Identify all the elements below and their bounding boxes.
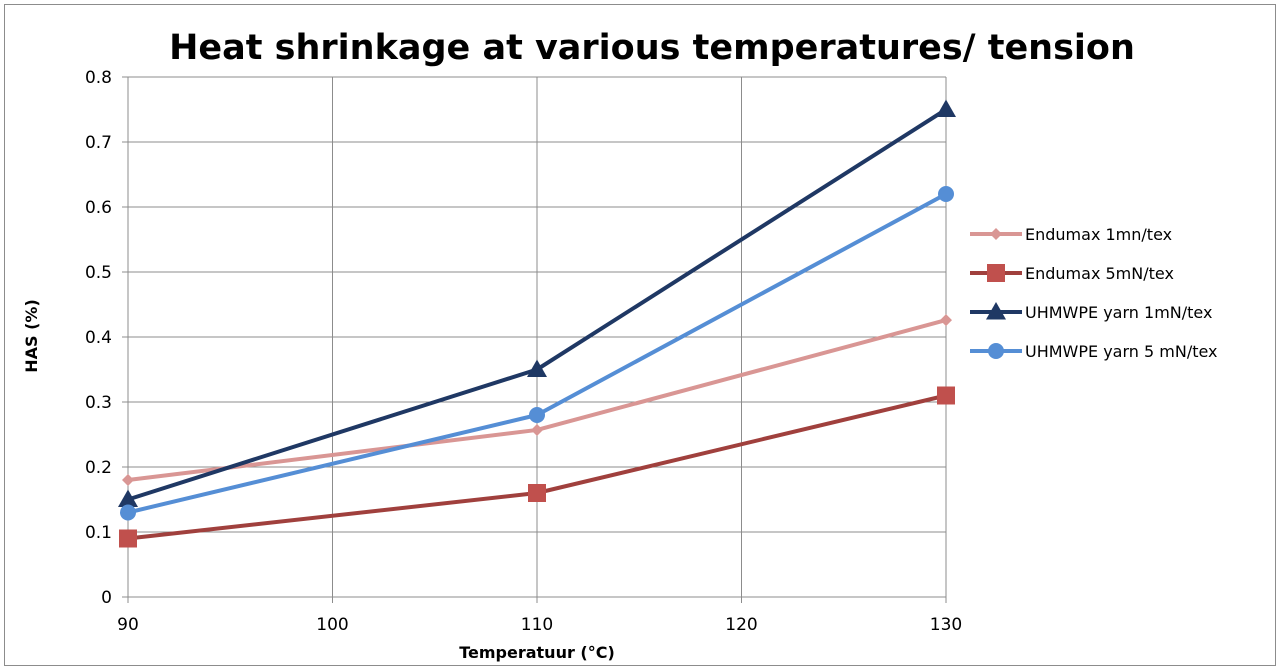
x-tick-label: 90 (117, 615, 139, 635)
legend-item: UHMWPE yarn 5 mN/tex (970, 342, 1218, 361)
data-point (122, 474, 134, 486)
y-tick-label: 0.8 (85, 68, 112, 88)
data-point (937, 386, 955, 405)
data-point (936, 99, 956, 117)
legend-marker (987, 264, 1005, 282)
series-2 (119, 386, 955, 548)
legend-marker (988, 343, 1004, 359)
series-layer (118, 99, 956, 548)
tick-labels: 0 0.1 0.2 0.3 0.4 0.5 0.6 0.7 0.8 90 100 110 120 130 (85, 68, 962, 635)
data-point (120, 504, 136, 521)
chart-title: Heat shrinkage at various temperatures/ … (169, 28, 1135, 68)
series-3 (118, 99, 956, 507)
y-tick-label: 0.3 (85, 393, 112, 413)
legend-label: Endumax 5mN/tex (1025, 264, 1174, 283)
legend: Endumax 1mn/tex Endumax 5mN/tex UHMWPE yar… (970, 225, 1218, 361)
y-tick-label: 0.2 (85, 458, 112, 478)
y-tick-label: 0 (101, 588, 112, 608)
data-point (940, 314, 952, 327)
legend-label: Endumax 1mn/tex (1025, 225, 1172, 244)
y-tick-label: 0.5 (85, 263, 112, 283)
x-tick-label: 110 (521, 615, 553, 635)
series-1 (122, 314, 952, 486)
data-point (529, 407, 545, 423)
series-4 (120, 186, 954, 521)
y-axis-label: HAS (%) (22, 299, 41, 373)
y-tick-label: 0.4 (85, 328, 112, 348)
legend-label: UHMWPE yarn 1mN/tex (1025, 303, 1212, 322)
data-point (119, 529, 137, 548)
data-point (938, 186, 954, 202)
legend-item: Endumax 1mn/tex (970, 225, 1172, 244)
x-tick-label: 100 (316, 615, 348, 635)
x-axis-label: Temperatuur (°C) (459, 643, 615, 662)
legend-item: Endumax 5mN/tex (970, 264, 1174, 283)
data-point (528, 484, 546, 502)
data-point (118, 489, 138, 507)
y-tick-label: 0.7 (85, 133, 112, 153)
x-tick-label: 120 (725, 615, 757, 635)
legend-marker (990, 228, 1002, 240)
data-point (527, 359, 547, 377)
y-tick-label: 0.6 (85, 198, 112, 218)
legend-marker (986, 302, 1006, 320)
data-point (531, 423, 543, 436)
chart-frame (4, 4, 1276, 666)
legend-item: UHMWPE yarn 1mN/tex (970, 302, 1212, 322)
y-tick-label: 0.1 (85, 523, 112, 543)
legend-label: UHMWPE yarn 5 mN/tex (1025, 342, 1218, 361)
x-tick-label: 130 (930, 615, 962, 635)
grid (128, 76, 947, 597)
